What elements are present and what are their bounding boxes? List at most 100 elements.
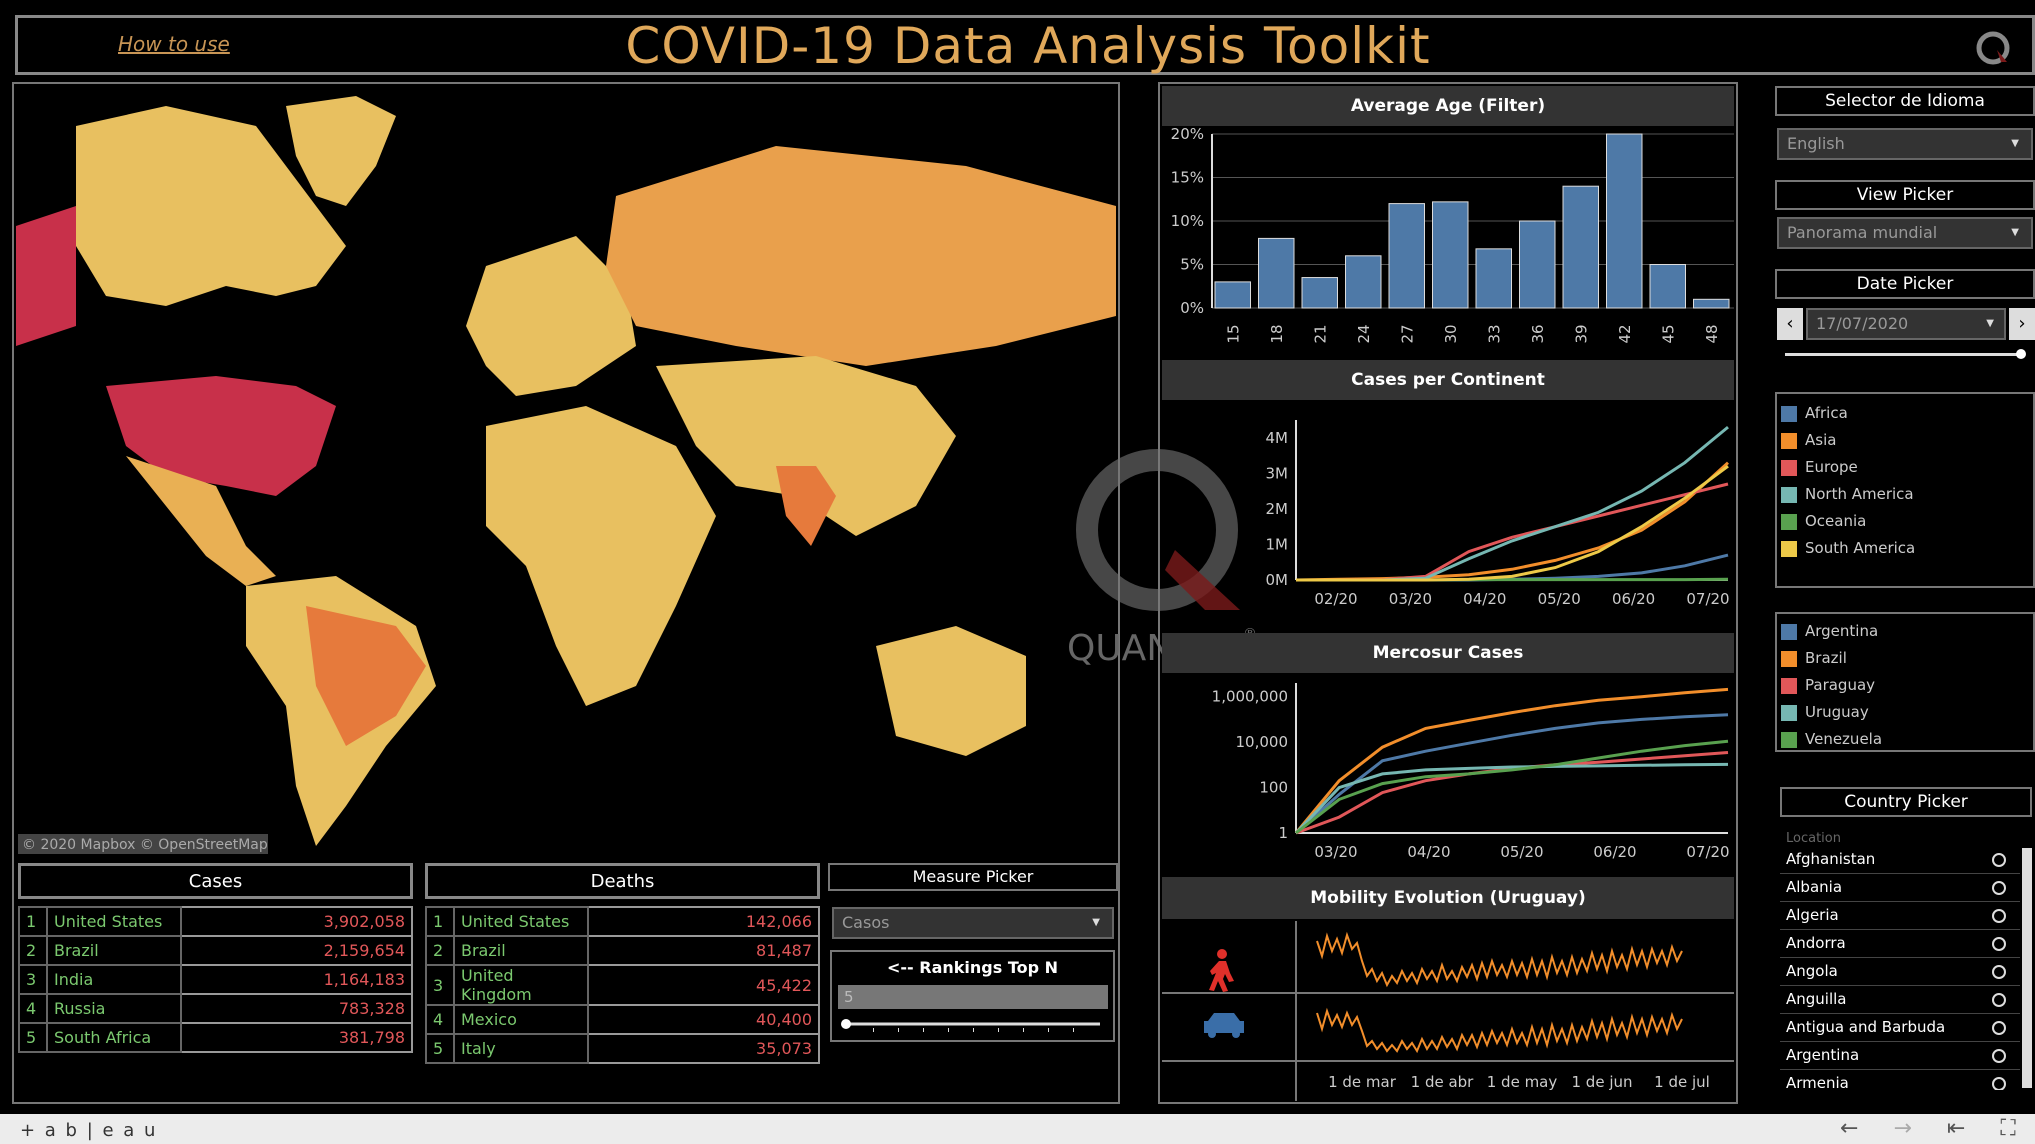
series-line[interactable]	[1296, 482, 1729, 582]
series-line[interactable]	[1295, 713, 1729, 835]
bar[interactable]	[1649, 264, 1686, 309]
legend-label: Oceania	[1805, 512, 1867, 530]
date-dropdown[interactable]: 17/07/2020 ▼	[1806, 308, 2006, 340]
bar[interactable]	[1214, 281, 1251, 309]
forward-arrow-icon[interactable]: →	[1893, 1116, 1912, 1141]
x-tick-label: 07/20	[1686, 590, 1729, 608]
rankings-input[interactable]: 5	[838, 985, 1108, 1009]
bar[interactable]	[1562, 185, 1599, 309]
series-line[interactable]	[1295, 739, 1729, 835]
radio-icon[interactable]	[1992, 965, 2006, 979]
date-next-button[interactable]: ›	[2009, 308, 2035, 340]
country-option[interactable]: Anguilla	[1780, 986, 2020, 1014]
radio-icon[interactable]	[1992, 909, 2006, 923]
date-slider-track[interactable]	[1785, 353, 2021, 356]
bar[interactable]	[1258, 237, 1295, 309]
bar[interactable]	[1388, 203, 1425, 309]
x-tick-label: 1 de may	[1487, 1073, 1558, 1091]
table-row[interactable]: 5 South Africa 381,798	[18, 1022, 413, 1053]
country-option[interactable]: Armenia	[1780, 1070, 2020, 1090]
mobility-chart[interactable]: 1 de mar 1 de abr 1 de may 1 de jun 1 de jul	[1162, 921, 1734, 1101]
country-picker-list[interactable]: Location Afghanistan Albania Algeria Andorr…	[1780, 832, 2020, 1090]
table-row[interactable]: 1 United States 3,902,058	[18, 906, 413, 937]
country-label: Albania	[1786, 878, 1843, 896]
average-age-chart[interactable]: 0% 5% 10% 15% 20% 15 18 21 24 27 30 33 36 39 42 45 48	[1162, 126, 1734, 356]
x-tick-label: 48	[1703, 324, 1721, 343]
bar[interactable]	[1475, 248, 1512, 309]
back-arrow-icon[interactable]: ←	[1840, 1116, 1859, 1141]
table-row[interactable]: 3 United Kingdom 45,422	[425, 964, 820, 1006]
table-row[interactable]: 2 Brazil 2,159,654	[18, 935, 413, 966]
rankings-slider[interactable]	[838, 1014, 1108, 1034]
y-tick-label: 0%	[1180, 299, 1204, 317]
bar[interactable]	[1432, 201, 1469, 309]
radio-icon[interactable]	[1992, 853, 2006, 867]
series-line[interactable]	[1294, 687, 1729, 834]
table-row[interactable]: 2 Brazil 81,487	[425, 935, 820, 966]
country-option[interactable]: Argentina	[1780, 1042, 2020, 1070]
x-tick-label: 05/20	[1538, 590, 1581, 608]
view-title: View Picker	[1775, 180, 2035, 210]
radio-icon[interactable]	[1992, 881, 2006, 895]
country-option[interactable]: Algeria	[1780, 902, 2020, 930]
radio-icon[interactable]	[1992, 993, 2006, 1007]
fullscreen-icon[interactable]: ⛶	[2000, 1116, 2016, 1141]
bar[interactable]	[1301, 277, 1338, 309]
date-slider-handle[interactable]	[2016, 349, 2026, 359]
bar[interactable]	[1606, 133, 1643, 309]
legend-item[interactable]: Brazil	[1781, 645, 2033, 672]
date-prev-button[interactable]: ‹	[1777, 308, 1803, 340]
series-line[interactable]	[1294, 762, 1729, 835]
legend-item[interactable]: North America	[1781, 481, 2033, 508]
chevron-down-icon: ▼	[1986, 318, 1994, 329]
bar[interactable]	[1345, 255, 1382, 309]
legend-item[interactable]: Paraguay	[1781, 672, 2033, 699]
country-option[interactable]: Antigua and Barbuda	[1780, 1014, 2020, 1042]
radio-icon[interactable]	[1992, 1077, 2006, 1090]
country-scrollbar[interactable]	[2022, 848, 2032, 1088]
country-name: United States	[46, 906, 182, 937]
legend-item[interactable]: Uruguay	[1781, 699, 2033, 726]
series-line[interactable]	[1296, 425, 1729, 582]
measure-picker-dropdown[interactable]: Casos ▼	[832, 907, 1114, 939]
deaths-value: 142,066	[587, 906, 820, 937]
view-dropdown[interactable]: Panorama mundial ▼	[1777, 217, 2033, 249]
table-row[interactable]: 4 Mexico 40,400	[425, 1004, 820, 1035]
table-row[interactable]: 3 India 1,164,183	[18, 964, 413, 995]
legend-item[interactable]: Venezuela	[1781, 726, 2033, 753]
radio-icon[interactable]	[1992, 1021, 2006, 1035]
legend-item[interactable]: Oceania	[1781, 508, 2033, 535]
table-row[interactable]: 5 Italy 35,073	[425, 1033, 820, 1064]
rankings-slider-handle[interactable]	[841, 1019, 851, 1029]
series-line[interactable]	[1295, 461, 1730, 582]
legend-item[interactable]: Asia	[1781, 427, 2033, 454]
legend-item[interactable]: South America	[1781, 535, 2033, 562]
language-dropdown[interactable]: English ▼	[1777, 128, 2033, 160]
country-option[interactable]: Andorra	[1780, 930, 2020, 958]
world-map[interactable]: © 2020 Mapbox © OpenStreetMap	[16, 86, 1116, 856]
radio-icon[interactable]	[1992, 937, 2006, 951]
reset-icon[interactable]: ⇤	[1946, 1116, 1966, 1141]
mercosur-chart[interactable]: 1 100 10,000 1,000,000 03/20 04/20 05/20 06/20 0…	[1162, 673, 1734, 873]
tableau-logo[interactable]: + a b | e a u	[20, 1120, 158, 1141]
country-option[interactable]: Angola	[1780, 958, 2020, 986]
legend-swatch	[1781, 513, 1797, 530]
table-row[interactable]: 1 United States 142,066	[425, 906, 820, 937]
radio-icon[interactable]	[1992, 1049, 2006, 1063]
chevron-down-icon: ▼	[2011, 138, 2019, 149]
country-option[interactable]: Afghanistan	[1780, 846, 2020, 874]
country-option[interactable]: Albania	[1780, 874, 2020, 902]
how-to-use-link[interactable]: How to use	[118, 32, 230, 56]
table-row[interactable]: 4 Russia 783,328	[18, 993, 413, 1024]
legend-item[interactable]: Africa	[1781, 400, 2033, 427]
cases-continent-chart[interactable]: 0M 1M 2M 3M 4M 02/20 03/20 04/20 05/20 06/20 07/20	[1162, 400, 1734, 630]
bar[interactable]	[1693, 298, 1730, 309]
mobility-driving-line	[1316, 1007, 1683, 1054]
x-tick-label: 04/20	[1407, 843, 1450, 861]
legend-swatch	[1781, 405, 1797, 422]
legend-item[interactable]: Europe	[1781, 454, 2033, 481]
legend-swatch	[1781, 731, 1797, 748]
series-line[interactable]	[1296, 464, 1729, 582]
bar[interactable]	[1519, 220, 1556, 309]
legend-item[interactable]: Argentina	[1781, 618, 2033, 645]
